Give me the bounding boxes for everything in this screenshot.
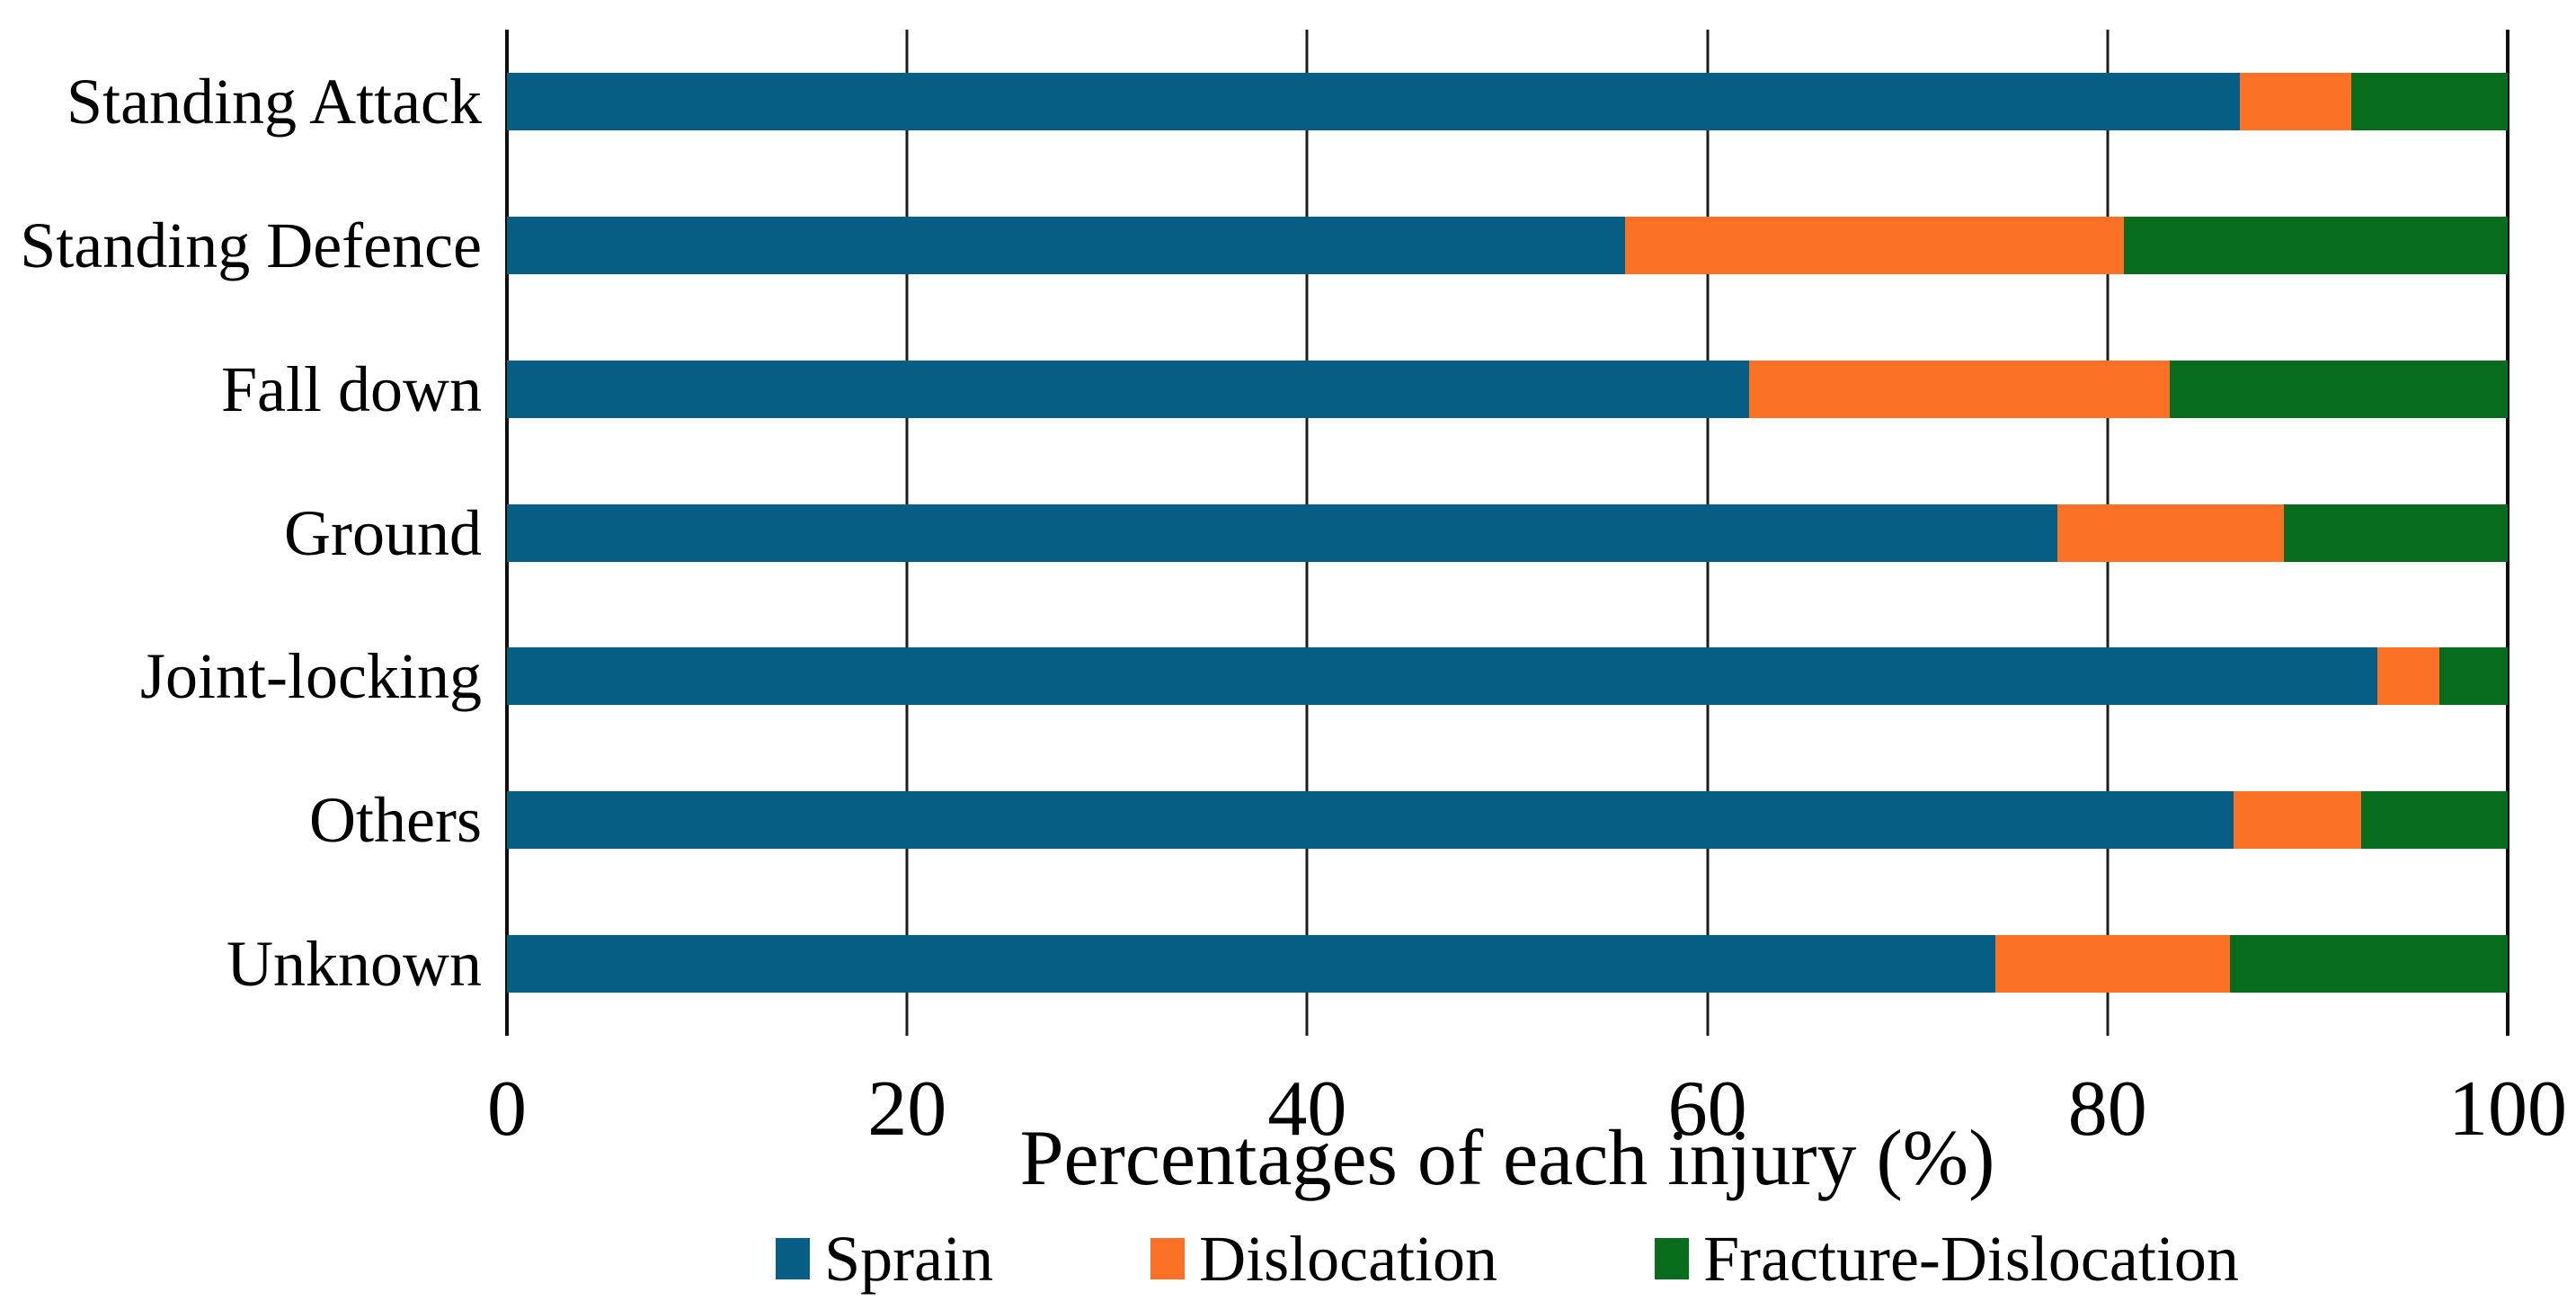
category-label-ground: Ground [284, 496, 482, 569]
segment-sprain [507, 360, 1750, 418]
legend-label: Sprain [824, 1223, 994, 1295]
bar-fall-down [507, 360, 2508, 418]
legend: Sprain Dislocation Fracture-Dislocation [507, 1218, 2508, 1299]
legend-label: Dislocation [1199, 1223, 1498, 1295]
segment-sprain [507, 503, 2058, 562]
segment-sprain [507, 935, 1996, 994]
segment-sprain [507, 216, 1626, 274]
segment-dislocation [2234, 791, 2362, 850]
bar-standing-attack [507, 73, 2508, 130]
legend-swatch-icon [776, 1238, 811, 1279]
category-label-standing-attack: Standing Attack [67, 66, 482, 138]
category-label-others: Others [309, 784, 482, 857]
segment-fracture-dislocation [2283, 503, 2508, 562]
legend-item-fracture-dislocation: Fracture-Dislocation [1655, 1218, 2239, 1299]
legend-item-dislocation: Dislocation [1150, 1218, 1497, 1299]
category-label-fall-down: Fall down [220, 352, 482, 425]
category-label-joint-locking: Joint-locking [140, 640, 482, 713]
x-tick-label-80: 80 [2067, 1065, 2147, 1153]
legend-swatch-icon [1655, 1238, 1690, 1279]
plot-area [505, 30, 2509, 1036]
segment-sprain [507, 791, 2234, 850]
segment-fracture-dislocation [2169, 360, 2508, 418]
bar-ground [507, 503, 2508, 562]
segment-dislocation [2239, 73, 2352, 130]
legend-item-sprain: Sprain [776, 1218, 993, 1299]
legend-swatch-icon [1150, 1238, 1186, 1279]
x-tick-label-60: 60 [1667, 1065, 1747, 1153]
x-tick-label-100: 100 [2448, 1065, 2567, 1153]
segment-sprain [507, 647, 2378, 706]
segment-fracture-dislocation [2439, 647, 2508, 706]
segment-dislocation [1749, 360, 2170, 418]
x-tick-label-40: 40 [1267, 1065, 1347, 1153]
legend-label: Fracture-Dislocation [1703, 1223, 2239, 1295]
x-tick-label-20: 20 [867, 1065, 947, 1153]
bar-others [507, 791, 2508, 850]
segment-sprain [507, 73, 2240, 130]
bar-standing-defence [507, 216, 2508, 274]
segment-fracture-dislocation [2351, 73, 2508, 130]
segment-fracture-dislocation [2361, 791, 2508, 850]
segment-fracture-dislocation [2123, 216, 2508, 274]
segment-fracture-dislocation [2229, 935, 2508, 994]
segment-dislocation [2377, 647, 2440, 706]
category-label-unknown: Unknown [227, 928, 482, 1001]
x-tick-label-0: 0 [487, 1065, 527, 1153]
x-axis-title: Percentages of each injury (%) [1019, 1115, 1995, 1202]
category-label-standing-defence: Standing Defence [20, 209, 482, 281]
bar-joint-locking [507, 647, 2508, 706]
segment-dislocation [1625, 216, 2124, 274]
bar-unknown [507, 935, 2508, 994]
segment-dislocation [1995, 935, 2230, 994]
segment-dislocation [2057, 503, 2284, 562]
right-axis-line [2506, 30, 2509, 1036]
